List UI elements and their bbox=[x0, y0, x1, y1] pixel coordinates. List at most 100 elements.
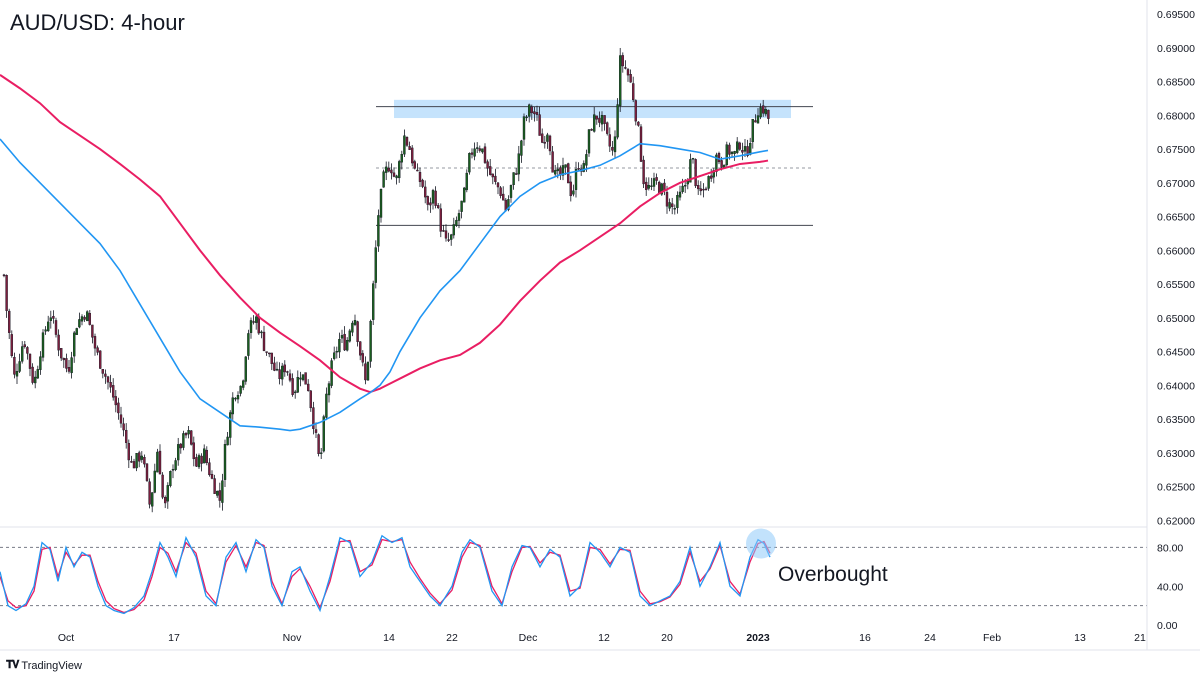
candle-body bbox=[554, 170, 557, 175]
candle-body bbox=[658, 181, 661, 193]
candle-body bbox=[231, 397, 235, 415]
time-tick-label: 16 bbox=[859, 632, 871, 644]
candle-body bbox=[491, 173, 494, 178]
candle-body bbox=[153, 470, 157, 493]
candle-body bbox=[111, 385, 115, 398]
candle-body bbox=[418, 172, 422, 182]
price-tick-label: 0.65500 bbox=[1157, 279, 1195, 291]
candle-body bbox=[114, 396, 118, 406]
candle-body bbox=[57, 334, 60, 351]
candle-body bbox=[322, 416, 325, 452]
candle-body bbox=[10, 334, 14, 357]
candle-body bbox=[72, 332, 76, 357]
candle-body bbox=[174, 460, 177, 470]
candle-body bbox=[681, 185, 684, 192]
time-tick-label: 21 bbox=[1134, 632, 1146, 644]
time-tick-label: 14 bbox=[383, 632, 395, 644]
candle-body bbox=[252, 321, 255, 323]
candle-body bbox=[213, 478, 216, 494]
candle-body bbox=[437, 205, 440, 209]
candle-body bbox=[533, 111, 536, 115]
candle-body bbox=[738, 142, 741, 150]
candle-body bbox=[148, 481, 151, 505]
candle-body bbox=[96, 347, 99, 353]
candle-body bbox=[98, 350, 102, 369]
candle-body bbox=[715, 154, 718, 173]
candle-body bbox=[725, 144, 728, 166]
candle-body bbox=[574, 169, 578, 190]
candle-body bbox=[671, 203, 674, 207]
candle-body bbox=[385, 166, 388, 173]
candle-body bbox=[603, 115, 606, 124]
candle-body bbox=[226, 436, 229, 446]
candle-body bbox=[676, 195, 679, 208]
tradingview-brand[interactable]: 𝐓𝐕 TradingView bbox=[6, 659, 82, 672]
candle-body bbox=[684, 185, 687, 187]
candle-body bbox=[395, 175, 398, 179]
price-pane[interactable] bbox=[0, 47, 813, 513]
candle-body bbox=[382, 171, 385, 188]
candle-body bbox=[699, 188, 702, 192]
candle-body bbox=[205, 449, 209, 463]
candle-body bbox=[286, 371, 289, 373]
candle-body bbox=[535, 112, 539, 115]
candle-body bbox=[197, 455, 201, 468]
candle-body bbox=[369, 320, 372, 362]
candle-body bbox=[262, 331, 266, 351]
price-tick-label: 0.64500 bbox=[1157, 347, 1195, 359]
candle-body bbox=[624, 67, 627, 69]
time-tick-label: 20 bbox=[661, 632, 673, 644]
candle-body bbox=[652, 178, 656, 187]
candle-body bbox=[489, 166, 492, 175]
stochastic-pane[interactable] bbox=[0, 528, 1147, 615]
candle-body bbox=[215, 490, 219, 496]
candle-body bbox=[390, 169, 393, 174]
candle-body bbox=[733, 151, 736, 154]
candle-body bbox=[704, 188, 708, 191]
candle-body bbox=[13, 356, 16, 375]
price-tick-label: 0.63500 bbox=[1157, 414, 1195, 426]
candle-body bbox=[577, 168, 580, 170]
candle-body bbox=[210, 473, 214, 479]
candle-body bbox=[296, 377, 299, 393]
price-tick-label: 0.65000 bbox=[1157, 313, 1195, 325]
price-tick-label: 0.69000 bbox=[1157, 43, 1195, 55]
candle-body bbox=[106, 376, 110, 383]
candle-body bbox=[387, 167, 390, 172]
stoch-tick-label: 40.00 bbox=[1157, 581, 1183, 593]
candle-body bbox=[668, 202, 671, 209]
candle-body bbox=[351, 322, 354, 333]
time-tick-label: 12 bbox=[598, 632, 610, 644]
candle-body bbox=[161, 474, 164, 498]
candle-body bbox=[655, 177, 658, 181]
candle-body bbox=[21, 346, 24, 362]
candle-body bbox=[91, 324, 94, 338]
candle-body bbox=[85, 311, 89, 322]
candle-body bbox=[551, 151, 554, 173]
candle-body bbox=[182, 433, 185, 448]
candle-body bbox=[486, 161, 489, 169]
candle-body bbox=[611, 147, 614, 151]
candle-body bbox=[317, 434, 320, 455]
candle-body bbox=[109, 381, 112, 388]
time-tick-label: Oct bbox=[58, 632, 74, 644]
candle-body bbox=[424, 186, 427, 198]
time-tick-label: Feb bbox=[983, 632, 1001, 644]
candle-body bbox=[767, 109, 770, 119]
candle-body bbox=[416, 169, 419, 172]
price-tick-label: 0.67000 bbox=[1157, 178, 1195, 190]
candle-body bbox=[163, 497, 167, 504]
candle-body bbox=[283, 364, 286, 373]
candle-body bbox=[470, 152, 474, 155]
candle-body bbox=[572, 190, 575, 195]
candle-body bbox=[606, 122, 609, 134]
candle-body bbox=[356, 321, 359, 342]
candle-body bbox=[62, 358, 65, 361]
stoch-tick-label: 80.00 bbox=[1157, 542, 1183, 554]
candle-body bbox=[49, 317, 52, 321]
candle-body bbox=[522, 116, 526, 140]
stochastic-d-line bbox=[0, 538, 771, 614]
candle-body bbox=[712, 170, 715, 178]
candle-body bbox=[47, 321, 50, 332]
